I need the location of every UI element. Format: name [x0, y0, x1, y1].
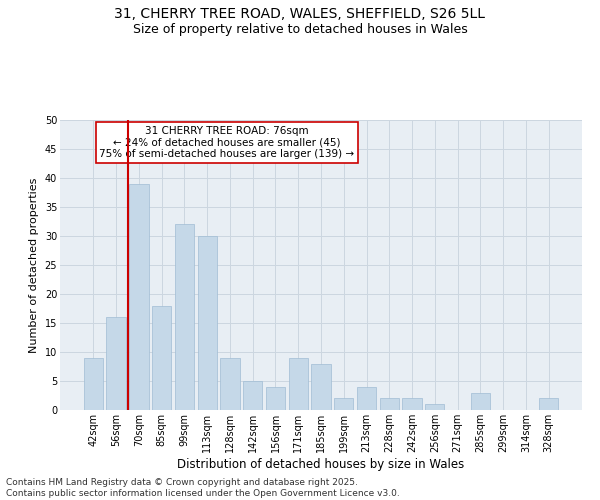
- Bar: [129, 184, 149, 410]
- Bar: [311, 364, 331, 410]
- Bar: [334, 398, 353, 410]
- Bar: [197, 236, 217, 410]
- Bar: [84, 358, 103, 410]
- Bar: [266, 387, 285, 410]
- Text: 31, CHERRY TREE ROAD, WALES, SHEFFIELD, S26 5LL: 31, CHERRY TREE ROAD, WALES, SHEFFIELD, …: [115, 8, 485, 22]
- Bar: [380, 398, 399, 410]
- Bar: [220, 358, 239, 410]
- Bar: [243, 381, 262, 410]
- X-axis label: Distribution of detached houses by size in Wales: Distribution of detached houses by size …: [178, 458, 464, 470]
- Y-axis label: Number of detached properties: Number of detached properties: [29, 178, 39, 352]
- Text: Contains HM Land Registry data © Crown copyright and database right 2025.
Contai: Contains HM Land Registry data © Crown c…: [6, 478, 400, 498]
- Bar: [539, 398, 558, 410]
- Bar: [357, 387, 376, 410]
- Text: 31 CHERRY TREE ROAD: 76sqm
← 24% of detached houses are smaller (45)
75% of semi: 31 CHERRY TREE ROAD: 76sqm ← 24% of deta…: [100, 126, 355, 159]
- Bar: [403, 398, 422, 410]
- Bar: [470, 392, 490, 410]
- Bar: [106, 317, 126, 410]
- Bar: [425, 404, 445, 410]
- Text: Size of property relative to detached houses in Wales: Size of property relative to detached ho…: [133, 22, 467, 36]
- Bar: [152, 306, 172, 410]
- Bar: [289, 358, 308, 410]
- Bar: [175, 224, 194, 410]
